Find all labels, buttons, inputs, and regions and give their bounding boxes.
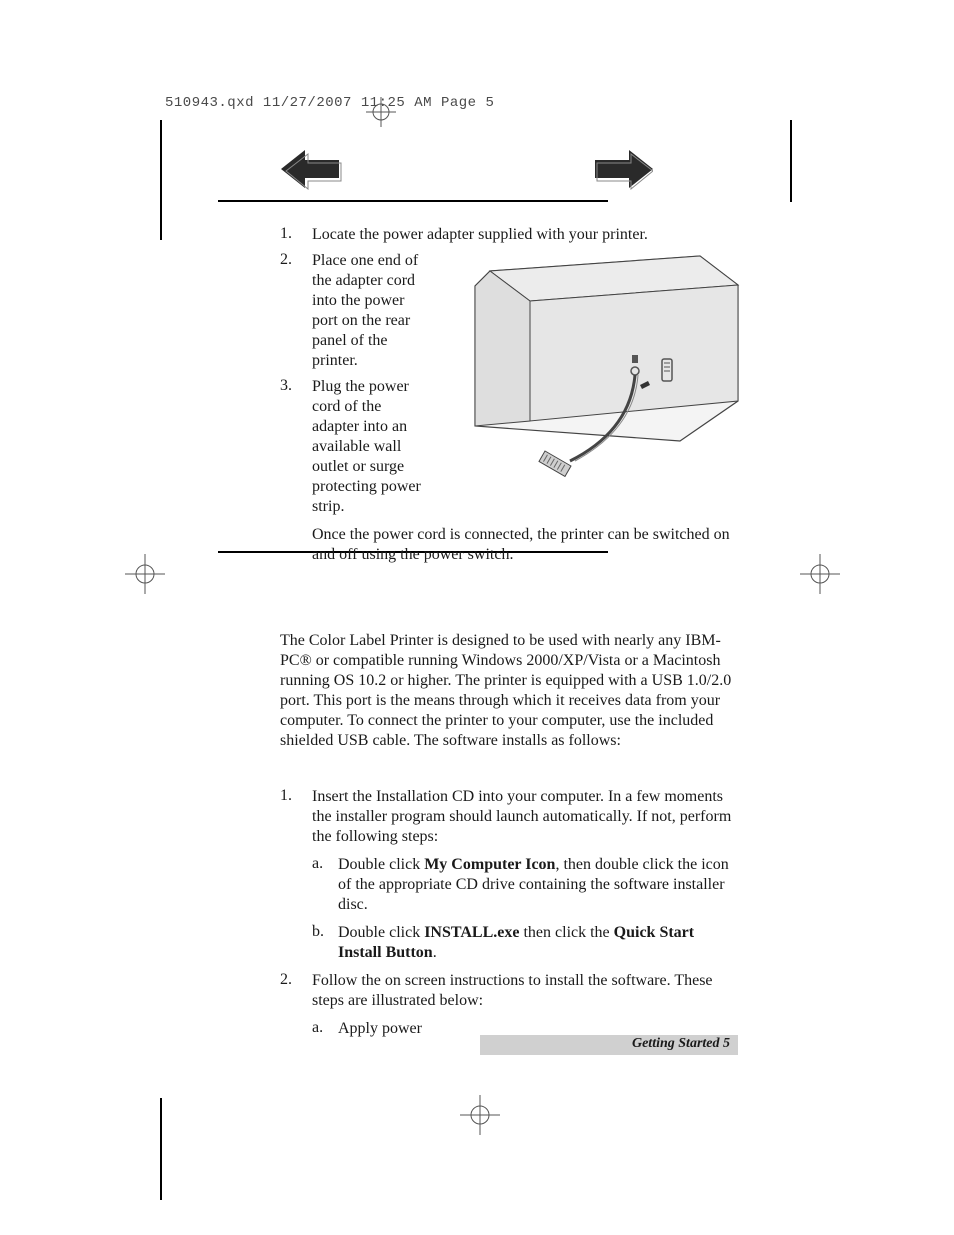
- list-number: 3.: [280, 377, 312, 517]
- list-item: 3. Plug the power cord of the adapter in…: [280, 377, 430, 517]
- list-number: 1.: [280, 787, 312, 847]
- list-number: 2.: [280, 251, 312, 371]
- prev-page-arrow-icon[interactable]: [281, 148, 343, 190]
- crop-mark-right: [800, 554, 840, 594]
- build-stamp: 510943.qxd 11/27/2007 11:25 AM Page 5: [165, 95, 494, 111]
- list-number: 1.: [280, 225, 312, 245]
- list-text: Insert the Installation CD into your com…: [312, 787, 740, 847]
- crop-mark-top: [366, 97, 396, 127]
- crop-bar-top-left: [160, 120, 162, 240]
- list-item: 2. Follow the on screen instructions to …: [280, 971, 740, 1011]
- paragraph: Once the power cord is connected, the pr…: [312, 525, 740, 565]
- page-content: 1. Locate the power adapter supplied wit…: [280, 225, 740, 1047]
- list-number: 2.: [280, 971, 312, 1011]
- list-text: Follow the on screen instructions to ins…: [312, 971, 740, 1011]
- sub-list-item: a. Double click My Computer Icon, then d…: [312, 855, 740, 915]
- sub-list-item: b. Double click INSTALL.exe then click t…: [312, 923, 740, 963]
- next-page-arrow-icon[interactable]: [591, 148, 653, 190]
- list-text: Place one end of the adapter cord into t…: [312, 251, 430, 371]
- list-item: 2. Place one end of the adapter cord int…: [280, 251, 430, 371]
- sub-list-label: b.: [312, 923, 338, 963]
- crop-mark-left: [125, 554, 165, 594]
- footer-label: Getting Started 5: [480, 1036, 730, 1052]
- sub-list-text: Double click My Computer Icon, then doub…: [338, 855, 740, 915]
- sub-list-text: Double click INSTALL.exe then click the …: [338, 923, 740, 963]
- sub-list-label: a.: [312, 1019, 338, 1039]
- list-item: 1. Locate the power adapter supplied wit…: [280, 225, 740, 245]
- printer-rear-illustration: [440, 251, 740, 491]
- list-text: Plug the power cord of the adapter into …: [312, 377, 430, 517]
- list-item: 1. Insert the Installation CD into your …: [280, 787, 740, 847]
- crop-mark-bottom: [460, 1095, 500, 1135]
- paragraph: The Color Label Printer is designed to b…: [280, 631, 740, 751]
- sub-list-label: a.: [312, 855, 338, 915]
- crop-bar-top-right: [790, 120, 792, 202]
- divider-top: [218, 200, 608, 202]
- sub-list-text: Apply power: [338, 1019, 422, 1039]
- crop-bar-bottom-left: [160, 1098, 162, 1200]
- list-text: Locate the power adapter supplied with y…: [312, 225, 648, 245]
